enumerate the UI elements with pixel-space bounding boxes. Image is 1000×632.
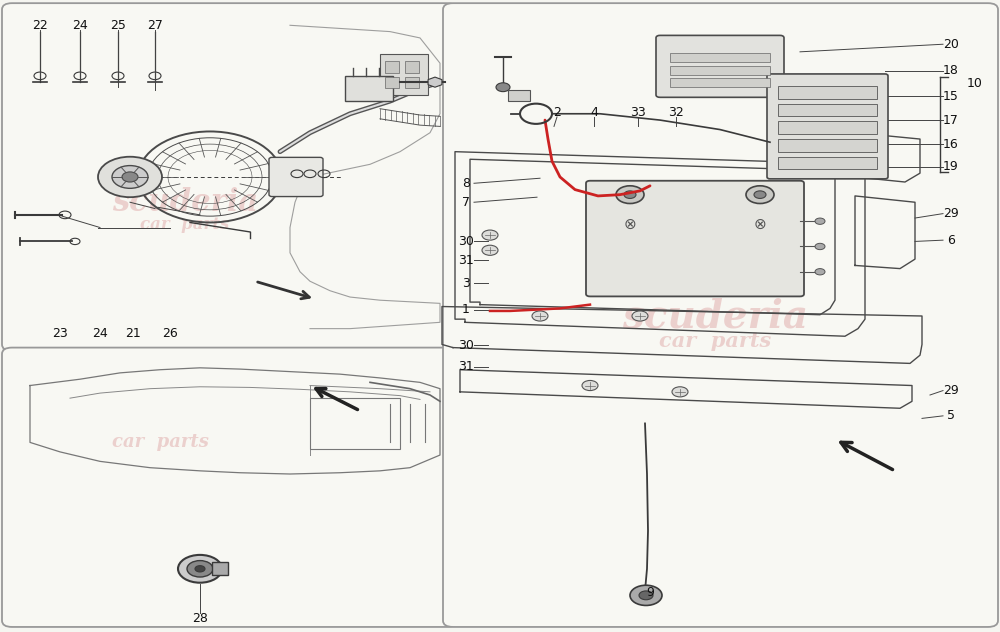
Text: 19: 19 bbox=[943, 161, 959, 173]
Circle shape bbox=[187, 561, 213, 577]
Circle shape bbox=[112, 166, 148, 188]
FancyBboxPatch shape bbox=[767, 74, 888, 179]
Circle shape bbox=[582, 380, 598, 391]
Text: 16: 16 bbox=[943, 138, 959, 150]
Circle shape bbox=[122, 172, 138, 182]
FancyBboxPatch shape bbox=[269, 157, 323, 197]
Circle shape bbox=[672, 387, 688, 397]
Text: 29: 29 bbox=[943, 384, 959, 397]
Bar bbox=[670, 66, 770, 75]
Bar bbox=[405, 61, 419, 73]
Text: 9: 9 bbox=[646, 586, 654, 599]
Circle shape bbox=[178, 555, 222, 583]
Text: car  parts: car parts bbox=[140, 216, 230, 233]
Text: 7: 7 bbox=[462, 196, 470, 209]
Text: 4: 4 bbox=[590, 106, 598, 119]
Text: 29: 29 bbox=[943, 207, 959, 220]
Text: 20: 20 bbox=[943, 38, 959, 51]
Circle shape bbox=[496, 83, 510, 92]
Bar bbox=[778, 86, 877, 99]
Text: 15: 15 bbox=[943, 90, 959, 102]
Text: 10: 10 bbox=[967, 77, 983, 90]
Text: 24: 24 bbox=[92, 327, 108, 340]
Text: 23: 23 bbox=[52, 327, 68, 340]
Bar bbox=[212, 562, 228, 575]
Text: 30: 30 bbox=[458, 339, 474, 351]
Text: 8: 8 bbox=[462, 177, 470, 190]
Circle shape bbox=[482, 245, 498, 255]
Bar bbox=[345, 76, 393, 101]
Text: car  parts: car parts bbox=[112, 434, 208, 451]
FancyBboxPatch shape bbox=[2, 348, 457, 627]
Text: 3: 3 bbox=[462, 277, 470, 289]
Bar bbox=[670, 78, 770, 87]
Circle shape bbox=[815, 243, 825, 250]
Circle shape bbox=[815, 269, 825, 275]
Text: 31: 31 bbox=[458, 360, 474, 373]
Bar bbox=[508, 90, 530, 101]
Circle shape bbox=[815, 218, 825, 224]
Text: 2: 2 bbox=[553, 106, 561, 119]
Bar bbox=[405, 77, 419, 88]
FancyBboxPatch shape bbox=[656, 35, 784, 97]
Text: 26: 26 bbox=[162, 327, 178, 340]
Text: scuderia: scuderia bbox=[112, 186, 258, 218]
Bar bbox=[778, 157, 877, 169]
Circle shape bbox=[616, 186, 644, 204]
FancyBboxPatch shape bbox=[2, 3, 457, 351]
Text: 5: 5 bbox=[947, 410, 955, 422]
Bar bbox=[385, 77, 399, 88]
Bar bbox=[385, 61, 399, 73]
Text: 33: 33 bbox=[630, 106, 646, 119]
Bar bbox=[670, 53, 770, 62]
Text: 24: 24 bbox=[72, 19, 88, 32]
Circle shape bbox=[98, 157, 162, 197]
Text: 30: 30 bbox=[458, 235, 474, 248]
Text: car  parts: car parts bbox=[659, 331, 771, 351]
Circle shape bbox=[632, 311, 648, 321]
Circle shape bbox=[482, 230, 498, 240]
Text: 25: 25 bbox=[110, 19, 126, 32]
Text: 31: 31 bbox=[458, 254, 474, 267]
Bar bbox=[778, 104, 877, 116]
Text: 27: 27 bbox=[147, 19, 163, 32]
Bar bbox=[778, 121, 877, 134]
Circle shape bbox=[639, 591, 653, 600]
Text: 21: 21 bbox=[125, 327, 141, 340]
Text: scuderia: scuderia bbox=[622, 297, 808, 335]
FancyBboxPatch shape bbox=[443, 3, 998, 627]
Circle shape bbox=[754, 191, 766, 198]
Bar bbox=[310, 398, 400, 449]
Text: 6: 6 bbox=[947, 234, 955, 246]
Circle shape bbox=[746, 186, 774, 204]
Text: 28: 28 bbox=[192, 612, 208, 624]
Circle shape bbox=[195, 566, 205, 572]
Bar bbox=[778, 139, 877, 152]
Circle shape bbox=[630, 585, 662, 605]
Text: ⊗: ⊗ bbox=[754, 217, 766, 232]
Text: 32: 32 bbox=[668, 106, 684, 119]
Text: 18: 18 bbox=[943, 64, 959, 77]
Circle shape bbox=[532, 311, 548, 321]
Text: 22: 22 bbox=[32, 19, 48, 32]
Circle shape bbox=[624, 191, 636, 198]
Bar bbox=[380, 54, 428, 95]
Text: ⊗: ⊗ bbox=[624, 217, 636, 232]
Text: 17: 17 bbox=[943, 114, 959, 126]
FancyBboxPatch shape bbox=[586, 181, 804, 296]
Text: 1: 1 bbox=[462, 303, 470, 316]
